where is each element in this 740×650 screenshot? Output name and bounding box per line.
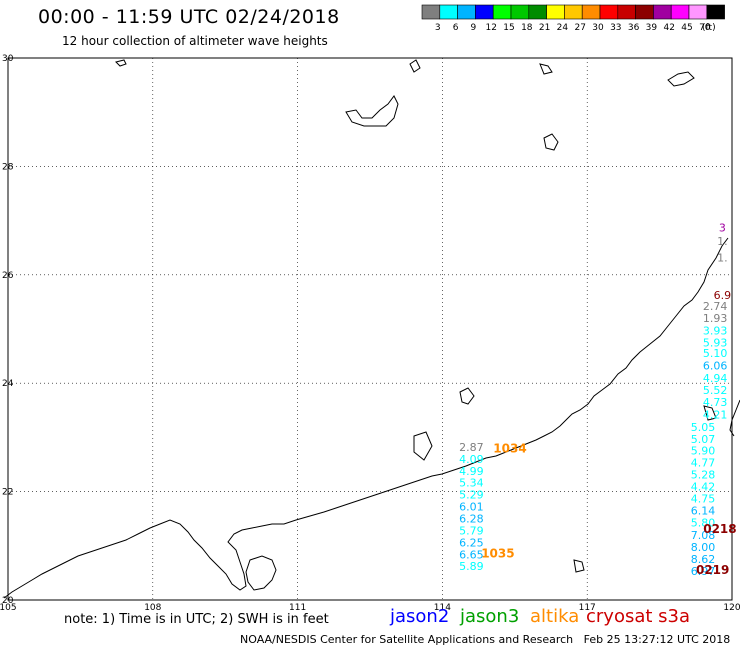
- wave-height-value: 5.93: [703, 336, 728, 349]
- lon-tick-label: 111: [289, 603, 306, 613]
- legend-tick-label: 15: [503, 23, 514, 33]
- wave-height-value: 6.25: [459, 536, 484, 549]
- wave-height-value: 2.87: [459, 441, 484, 454]
- wave-height-value: 5.28: [691, 469, 716, 482]
- legend-unit: (ft): [702, 23, 716, 33]
- pass-number-label: 1034: [493, 442, 526, 456]
- island-coast-taiwan-strait: [703, 405, 717, 421]
- wave-height-value: 8.00: [691, 541, 716, 554]
- credit-line: NOAA/NESDIS Center for Satellite Applica…: [240, 633, 731, 646]
- wave-height-value: 5.52: [703, 384, 728, 397]
- island-pearl-delta: [413, 431, 433, 461]
- lon-tick-label: 114: [434, 603, 451, 613]
- legend-tick-label: 36: [628, 23, 640, 33]
- wave-height-value: 6.28: [459, 512, 484, 525]
- map-title: 00:00 - 11:59 UTC 02/24/2018: [38, 6, 340, 28]
- wave-height-value: 7.08: [691, 529, 716, 542]
- lat-tick-label: 22: [2, 488, 13, 498]
- wave-height-value: 5.07: [691, 433, 716, 446]
- wave-height-value: 4.21: [703, 408, 728, 421]
- wave-height-value: 1.93: [703, 312, 728, 325]
- pass-labels: 1034 1035 0218 0219: [481, 442, 736, 577]
- satellite-altika: altika: [530, 606, 580, 627]
- wave-height-value: 1.: [717, 235, 728, 248]
- legend-tick-label: 18: [521, 23, 533, 33]
- map-subtitle: 12 hour collection of altimeter wave hei…: [62, 34, 328, 48]
- wave-height-value: 4.99: [459, 465, 484, 478]
- lat-tick-label: 28: [2, 162, 14, 172]
- china-coastline: [3, 237, 729, 599]
- hainan-island: [245, 555, 277, 591]
- legend-tick-label: 3: [435, 23, 441, 33]
- wave-height-value: 4.42: [691, 481, 716, 494]
- wave-height-value: 3.93: [703, 324, 728, 337]
- wave-height-value: 6.9: [714, 289, 732, 302]
- wave-height-value: 6.97: [691, 565, 716, 578]
- altimeter-tracks: 31.1.6.92.741.933.935.935.106.064.945.52…: [459, 221, 731, 578]
- footer-note: note: 1) Time is in UTC; 2) SWH is in fe…: [64, 612, 329, 627]
- legend-tick-label: 27: [574, 23, 585, 33]
- wave-height-value: 5.10: [703, 347, 728, 360]
- wave-height-value: 1.: [717, 251, 728, 264]
- lat-tick-label: 30: [2, 54, 14, 64]
- satellite-cryosat-s3a: cryosat s3a: [586, 606, 691, 627]
- legend-tick-label: 6: [453, 23, 459, 33]
- island-north-4: [539, 63, 553, 75]
- island-north-3: [543, 133, 559, 151]
- island-north-1: [345, 95, 399, 127]
- legend-tick-label: 39: [646, 23, 658, 33]
- wave-height-value: 5.89: [459, 560, 484, 573]
- lat-tick-label: 24: [2, 379, 14, 389]
- wave-height-value: 5.34: [459, 477, 484, 490]
- wave-height-value: 6.14: [691, 504, 716, 517]
- wave-height-value: 6.06: [703, 360, 728, 373]
- lat-lon-grid: 105 108 111 114 117 120 30 28 26 24 22 20: [0, 54, 740, 613]
- wave-height-value: 3: [719, 221, 726, 234]
- wave-height-value: 4.94: [703, 372, 728, 385]
- wave-height-value: 2.74: [703, 300, 728, 313]
- island-nw: [115, 59, 127, 67]
- island-north-5: [409, 59, 421, 73]
- legend-tick-label: 12: [485, 23, 496, 33]
- wave-height-value: 8.62: [691, 553, 716, 566]
- pass-number-label: 0219: [696, 563, 729, 577]
- lat-tick-label: 20: [2, 596, 14, 606]
- legend-tick-label: 24: [557, 23, 569, 33]
- satellite-jason3: jason3: [460, 606, 520, 627]
- lon-tick-label: 120: [723, 603, 740, 613]
- color-legend: 3 6 9 12 15 18 21 24 27 30 33 36 39 42 45 70(ft): [421, 4, 725, 33]
- legend-tick-label: 9: [471, 23, 477, 33]
- wave-height-value: 6.65: [459, 548, 484, 561]
- lon-tick-label: 105: [0, 603, 17, 613]
- wave-height-value: 5.90: [691, 445, 716, 458]
- island-east-1: [459, 387, 475, 405]
- coastline: [3, 59, 740, 599]
- legend-tick-label: 33: [610, 23, 621, 33]
- legend-tick-label: 30: [592, 23, 604, 33]
- legend-tick-label: 42: [663, 23, 674, 33]
- wave-height-value: 5.80: [691, 516, 716, 529]
- wave-height-value: 4.73: [703, 396, 728, 409]
- legend-tick-label: 45: [681, 23, 692, 33]
- wave-height-value: 5.05: [691, 421, 716, 434]
- legend-swatch: [706, 4, 725, 20]
- legend-tick-label: 70: [699, 23, 711, 33]
- lat-tick-label: 26: [2, 271, 14, 281]
- satellite-jason2: jason2: [390, 606, 450, 627]
- wave-height-value: 4.09: [459, 453, 484, 466]
- wave-height-value: 6.01: [459, 501, 484, 514]
- lon-tick-label: 117: [579, 603, 596, 613]
- island-south-1: [573, 559, 585, 573]
- legend-tick-label: 21: [539, 23, 550, 33]
- taiwan-coast: [729, 399, 740, 437]
- wave-height-value: 4.77: [691, 457, 716, 470]
- lon-tick-label: 108: [144, 603, 161, 613]
- wave-height-value: 5.79: [459, 524, 484, 537]
- wave-height-value: 4.75: [691, 492, 716, 505]
- pass-number-label: 1035: [481, 547, 514, 561]
- pass-number-label: 0218: [703, 522, 736, 536]
- wave-height-value: 5.29: [459, 489, 484, 502]
- island-north-2: [667, 71, 695, 87]
